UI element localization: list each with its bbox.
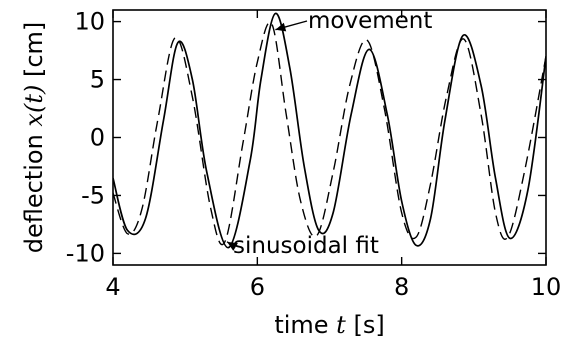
plot-layer [113,12,546,249]
y-axis-label-text: deflection [20,127,48,254]
annotation-label: movement [308,8,432,34]
y-tick-label: 5 [90,66,105,94]
annotation-arrow-head [275,22,287,32]
x-tick-label: 4 [105,273,120,301]
annotation-arrow-head [227,241,238,251]
annotation-layer: movement sinusoidal fit [226,8,432,259]
plot-frame [112,9,547,266]
series-line-movement [113,12,546,249]
annotation-label: sinusoidal fit [233,233,379,259]
tick-layer: 4 6 8 10 10 5 0 -5 -10 [66,8,561,301]
y-tick-label: 10 [74,8,105,36]
y-axis-label-variable: x(t) [20,85,48,127]
y-axis-label-unit: [cm] [20,22,48,85]
x-tick-label: 8 [394,273,409,301]
x-axis-label: time t [s] [274,311,384,339]
y-tick-label: -5 [81,181,105,209]
x-axis-label-unit: [s] [346,311,385,339]
x-axis-label-variable: t [336,311,346,339]
x-axis-label-text: time [274,311,336,339]
x-tick-label: 6 [250,273,265,301]
y-axis-label: deflection x(t) [cm] [20,22,48,254]
y-tick-label: 0 [90,124,105,152]
y-tick-label: -10 [66,239,105,267]
x-tick-label: 10 [531,273,562,301]
series-line-sinusoidal-fit [113,21,546,246]
